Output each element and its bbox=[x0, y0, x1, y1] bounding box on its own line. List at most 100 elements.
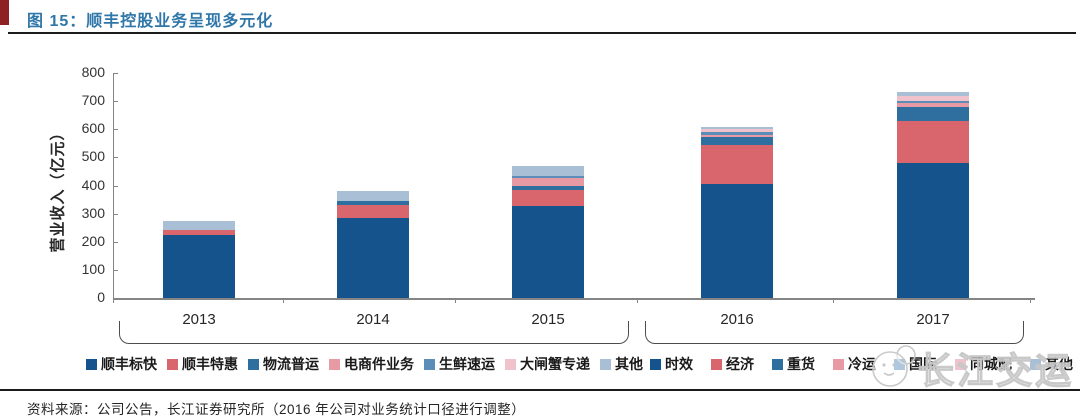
legend-swatch bbox=[248, 358, 259, 370]
legend-label: 冷运 bbox=[848, 356, 876, 372]
bar-segment-生鲜速运-2015 bbox=[512, 175, 584, 178]
y-tick-label: 200 bbox=[81, 232, 105, 249]
bar-segment-经济-2016 bbox=[701, 144, 773, 185]
y-tick-label: 800 bbox=[81, 64, 105, 80]
y-tick-label: 300 bbox=[81, 204, 105, 221]
bar-segment-重货-2016 bbox=[701, 136, 773, 145]
y-axis-tick bbox=[114, 241, 118, 243]
legend-label: 重货 bbox=[787, 356, 815, 372]
bar-segment-顺丰特惠-2015 bbox=[512, 190, 584, 207]
bar-segment-时效-2017 bbox=[897, 162, 969, 298]
x-axis-tick bbox=[1030, 298, 1031, 303]
legend-item: 电商件业务 bbox=[329, 354, 414, 374]
legend-swatch bbox=[424, 358, 435, 370]
legend-label: 电商件业务 bbox=[344, 356, 414, 372]
x-axis-line bbox=[113, 298, 1035, 300]
y-axis-tick bbox=[114, 298, 118, 299]
watermark-text: 长江交运 bbox=[918, 350, 1074, 391]
bar-segment-冷运-2017 bbox=[897, 103, 969, 108]
bar-segment-顺丰标快-2014 bbox=[337, 217, 409, 298]
legend-group2: 时效 经济 重货 冷运 国际 同城配 其他 bbox=[650, 354, 1073, 374]
legend-item: 物流普运 bbox=[248, 354, 319, 374]
bar-segment-电商件业务-2015 bbox=[512, 177, 584, 187]
legend-label: 顺丰特惠 bbox=[182, 356, 238, 372]
legend-swatch bbox=[600, 358, 611, 370]
y-tick-label: 700 bbox=[81, 92, 105, 109]
bar-segment-同城配-2016 bbox=[701, 128, 773, 132]
legend-item: 时效 bbox=[650, 354, 693, 374]
bar-segment-国际-2016 bbox=[701, 131, 773, 135]
bar-segment-顺丰特惠-2014 bbox=[337, 204, 409, 218]
legend-label: 时效 bbox=[665, 356, 693, 372]
legend-swatch bbox=[329, 358, 340, 370]
title-accent-bar bbox=[0, 0, 9, 25]
legend-label: 大闸蟹专递 bbox=[520, 356, 590, 372]
legend-item: 生鲜速运 bbox=[424, 354, 495, 374]
y-tick-label: 600 bbox=[81, 120, 105, 137]
bar-segment-重货-2017 bbox=[897, 107, 969, 122]
watermark: 长江交运 bbox=[872, 345, 1074, 392]
x-category-label: 2014 bbox=[356, 311, 390, 328]
y-tick-label: 0 bbox=[97, 289, 105, 305]
legend-item: 冷运 bbox=[833, 354, 876, 374]
figure-title: 图 15：顺丰控股业务呈现多元化 bbox=[27, 13, 274, 30]
bar-segment-其他-2015 bbox=[512, 165, 584, 176]
bar-segment-其他-2017 bbox=[897, 91, 969, 96]
legend-item: 同城配 bbox=[955, 354, 1012, 374]
legend-label: 经济 bbox=[726, 356, 754, 372]
x-axis-tick bbox=[113, 298, 114, 303]
x-category-label: 2013 bbox=[182, 311, 216, 328]
legend-swatch bbox=[167, 358, 178, 370]
legend-item: 顺丰特惠 bbox=[167, 354, 238, 374]
bar-segment-其他-2014 bbox=[337, 191, 409, 202]
legend-label: 生鲜速运 bbox=[439, 356, 495, 372]
watermark-logo-icon bbox=[872, 345, 916, 387]
bar-segment-顺丰标快-2015 bbox=[512, 206, 584, 298]
x-axis-tick bbox=[283, 298, 284, 303]
bar-segment-冷运-2016 bbox=[701, 134, 773, 137]
x-axis-tick bbox=[637, 298, 638, 303]
source-note: 资料来源：公司公告，长江证券研究所（2016 年公司对业务统计口径进行调整） bbox=[27, 402, 526, 417]
legend-swatch bbox=[711, 358, 722, 370]
legend-label: 物流普运 bbox=[263, 356, 319, 372]
bar-segment-同城配-2017 bbox=[897, 95, 969, 102]
legend-label: 其他 bbox=[615, 356, 643, 372]
x-category-label: 2015 bbox=[531, 311, 565, 328]
y-axis-tick bbox=[114, 101, 118, 103]
legend-swatch bbox=[955, 358, 966, 370]
x-category-label: 2017 bbox=[916, 311, 950, 328]
bar-segment-国际-2017 bbox=[897, 101, 969, 104]
x-category-label: 2016 bbox=[720, 311, 754, 328]
legend-swatch bbox=[505, 358, 516, 370]
y-tick-label: 500 bbox=[81, 148, 105, 165]
legend-swatch bbox=[650, 358, 661, 370]
title-divider bbox=[8, 32, 1076, 34]
legend-group1: 顺丰标快 顺丰特惠 物流普运 电商件业务 生鲜速运 大闸蟹专递 其他 bbox=[86, 354, 643, 374]
legend-label: 国际 bbox=[909, 356, 937, 372]
legend-item: 其他 bbox=[1030, 354, 1073, 374]
bar-segment-时效-2016 bbox=[701, 184, 773, 298]
y-axis-tick bbox=[114, 213, 118, 215]
bar-segment-经济-2017 bbox=[897, 121, 969, 163]
bar-segment-顺丰标快-2013 bbox=[163, 235, 235, 298]
y-axis-tick bbox=[114, 73, 118, 74]
y-tick-label: 100 bbox=[81, 260, 105, 277]
bar-segment-物流普运-2014 bbox=[337, 201, 409, 205]
y-axis-tick bbox=[114, 157, 118, 159]
legend-label: 顺丰标快 bbox=[101, 356, 157, 372]
group-bracket-new-segments bbox=[645, 321, 1024, 344]
legend-swatch bbox=[833, 358, 844, 370]
source-divider bbox=[0, 389, 1080, 391]
bar-segment-物流普运-2015 bbox=[512, 186, 584, 190]
y-axis-line bbox=[113, 73, 114, 298]
legend-item: 大闸蟹专递 bbox=[505, 354, 590, 374]
x-axis-tick bbox=[833, 298, 834, 303]
legend-item: 经济 bbox=[711, 354, 754, 374]
legend-swatch bbox=[86, 358, 97, 370]
bar-segment-其他-2013 bbox=[163, 220, 235, 230]
legend-item: 顺丰标快 bbox=[86, 354, 157, 374]
y-tick-label: 400 bbox=[81, 176, 105, 193]
legend-label: 同城配 bbox=[970, 356, 1012, 372]
legend-swatch bbox=[1030, 358, 1041, 370]
